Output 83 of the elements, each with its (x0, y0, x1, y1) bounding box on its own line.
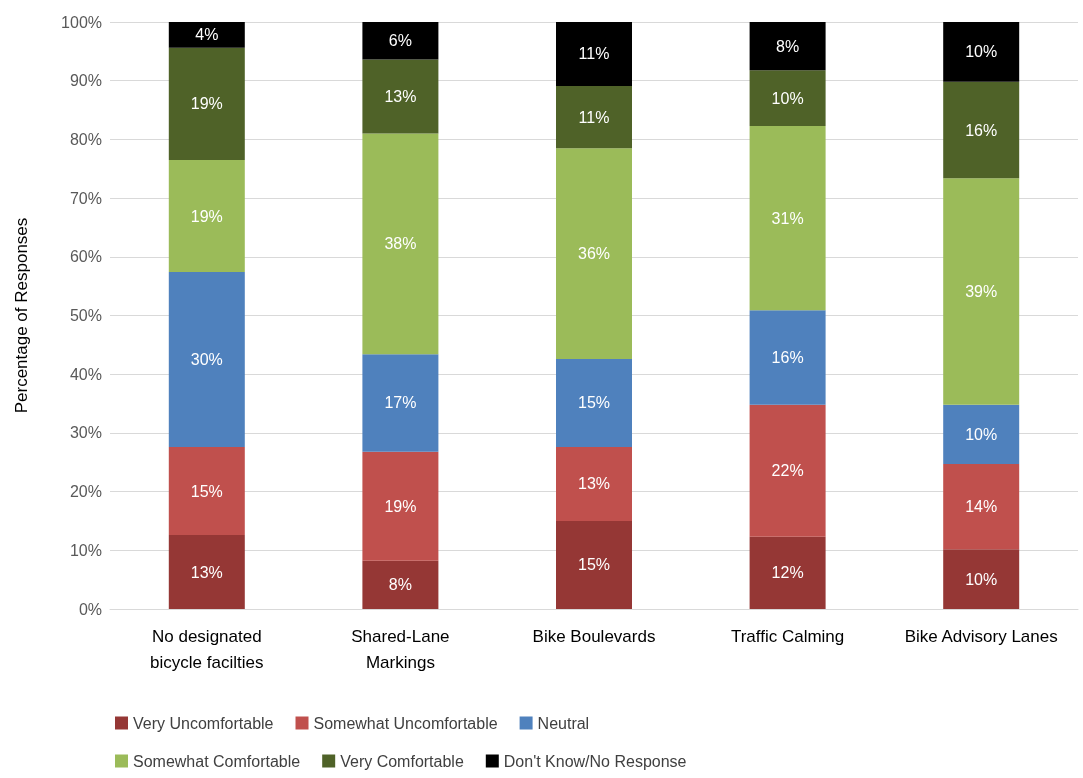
y-tick-label: 50% (69, 307, 102, 324)
data-label: 15% (190, 482, 223, 500)
legend-label: Somewhat Comfortable (133, 752, 301, 770)
data-label: 13% (384, 88, 417, 106)
data-label: 10% (771, 89, 804, 107)
data-label: 30% (190, 351, 223, 369)
data-label: 13% (577, 475, 611, 493)
bar (556, 148, 632, 359)
x-tick-label: Bike Advisory Lanes (904, 626, 1058, 646)
bar (362, 560, 439, 609)
bar (943, 464, 1020, 550)
bar (168, 446, 245, 536)
bar (362, 22, 439, 60)
legend-label: Very Comfortable (340, 752, 464, 770)
y-tick-label: 90% (69, 72, 102, 90)
bar (362, 354, 439, 452)
data-label: 15% (577, 556, 611, 574)
bar (556, 520, 632, 609)
y-tick-label: 0% (78, 600, 102, 618)
data-label: 10% (965, 425, 998, 443)
data-label: 12% (771, 564, 804, 582)
bar (943, 81, 1020, 179)
bar (556, 358, 632, 447)
data-label: 4% (195, 26, 219, 44)
bar (168, 272, 245, 447)
bar (556, 85, 632, 149)
bar (362, 133, 439, 355)
legend-label: Don't Know/No Response (503, 752, 687, 770)
bar (556, 446, 632, 521)
data-label: 19% (190, 207, 223, 225)
data-label: 19% (384, 497, 417, 515)
bar (749, 70, 826, 126)
data-label: 11% (578, 45, 610, 63)
bar (943, 178, 1020, 405)
data-label: 10% (965, 570, 998, 588)
bar (556, 22, 632, 86)
data-label: 6% (388, 32, 412, 50)
x-tick-label: Bike Boulevards (532, 626, 656, 646)
data-label: 16% (771, 348, 804, 366)
bar (943, 549, 1020, 609)
bar (749, 310, 826, 405)
data-label: 11% (578, 108, 610, 126)
data-label: 14% (965, 498, 998, 516)
bar (749, 22, 826, 71)
data-label: 31% (771, 209, 804, 227)
bar (749, 404, 826, 537)
y-tick-label: 30% (69, 424, 102, 442)
y-tick-label: 20% (69, 483, 102, 501)
bar (168, 159, 245, 273)
data-label: 22% (771, 462, 804, 480)
bar (168, 47, 245, 160)
x-tick-label: Traffic Calming (730, 626, 845, 646)
y-tick-label: 10% (69, 541, 102, 559)
bar (168, 22, 245, 48)
bar (943, 404, 1020, 465)
x-tick-label: No designated bicycle facilties (150, 626, 264, 672)
bar (362, 59, 439, 134)
data-label: 8% (776, 37, 800, 55)
bar (749, 125, 826, 311)
y-tick-label: 40% (69, 365, 102, 383)
data-label: 19% (190, 95, 223, 113)
data-label: 39% (965, 282, 998, 300)
bar (168, 535, 245, 609)
legend-label: Somewhat Uncomfortable (313, 714, 498, 732)
y-tick-label: 60% (69, 248, 102, 266)
bar (749, 536, 826, 609)
y-axis-title: Percentage of Responses (12, 217, 31, 414)
data-label: 16% (965, 121, 998, 139)
data-label: 17% (384, 394, 417, 412)
y-tick-label: 100% (61, 13, 102, 31)
data-label: 36% (577, 245, 611, 263)
data-label: 8% (388, 576, 412, 594)
legend-label: Very Uncomfortable (133, 714, 274, 732)
bar (362, 451, 439, 561)
data-label: 15% (577, 394, 611, 412)
y-tick-label: 80% (69, 130, 102, 148)
data-label: 38% (384, 235, 417, 253)
y-tick-label: 70% (69, 189, 102, 207)
x-tick-label: Shared-Lane Markings (351, 626, 450, 672)
data-label: 10% (965, 43, 998, 61)
data-label: 13% (190, 563, 223, 581)
bar (943, 22, 1020, 82)
legend-label: Neutral (537, 714, 590, 732)
